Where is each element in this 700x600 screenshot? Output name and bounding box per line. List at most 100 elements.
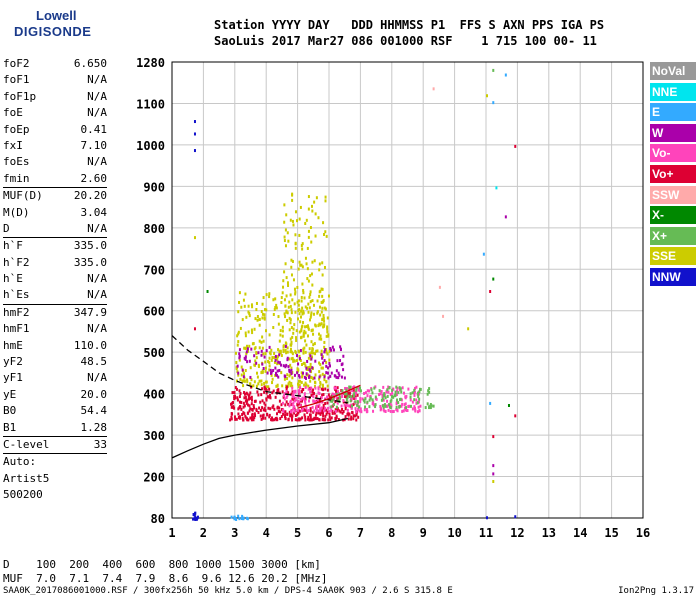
echo-point <box>310 340 313 344</box>
echo-point <box>302 311 305 315</box>
echo-point <box>288 370 291 374</box>
echo-point <box>303 399 306 403</box>
echo-point <box>318 268 321 272</box>
echo-point <box>281 390 284 394</box>
echo-point <box>414 386 417 390</box>
echo-point <box>298 383 301 387</box>
echo-point <box>334 400 337 404</box>
echo-point <box>316 417 319 421</box>
echo-point <box>397 391 400 395</box>
echo-point <box>276 355 279 359</box>
echo-point <box>276 384 279 388</box>
echo-point <box>340 404 343 408</box>
echo-point <box>395 407 398 411</box>
echo-point <box>411 407 414 411</box>
echo-point <box>234 351 237 355</box>
echo-point <box>307 409 310 413</box>
legend-item-e: E <box>650 103 696 122</box>
echo-point <box>304 376 307 380</box>
echo-point <box>315 394 318 398</box>
echo-point <box>275 306 278 310</box>
echo-point <box>299 336 302 340</box>
echo-point <box>389 399 392 403</box>
echo-point <box>319 323 322 327</box>
echo-point <box>280 363 283 367</box>
echo-point <box>310 272 313 276</box>
echo-point <box>273 407 276 411</box>
echo-point <box>255 351 258 355</box>
param-row: h`Es N/A <box>3 287 107 303</box>
echo-point <box>292 407 295 411</box>
echo-point <box>301 375 304 379</box>
echo-point <box>231 401 234 405</box>
echo-point <box>298 354 301 358</box>
echo-point <box>289 337 292 341</box>
echo-point <box>290 265 293 269</box>
echo-point <box>195 517 198 521</box>
echo-point <box>283 203 286 207</box>
echo-point <box>287 365 290 369</box>
echo-point <box>290 402 293 406</box>
echo-point <box>340 363 343 367</box>
echo-point <box>272 326 275 330</box>
echo-point <box>297 385 300 389</box>
echo-point <box>282 395 285 399</box>
echo-point <box>308 306 311 310</box>
echo-point <box>374 405 377 409</box>
echo-point <box>401 409 404 413</box>
echo-point <box>327 418 330 422</box>
echo-point <box>356 393 359 397</box>
echo-point <box>344 405 347 409</box>
echo-point <box>383 392 386 396</box>
echo-point <box>324 387 327 391</box>
echo-point <box>378 393 381 397</box>
echo-point <box>323 340 326 344</box>
echo-point <box>261 335 264 339</box>
echo-point <box>280 403 283 407</box>
echo-point <box>242 379 245 383</box>
echo-point <box>404 402 407 406</box>
echo-point <box>313 384 316 388</box>
echo-point <box>237 514 240 518</box>
echo-point <box>417 405 420 409</box>
echo-point <box>314 373 317 377</box>
echo-point <box>311 405 314 409</box>
echo-point <box>413 393 416 397</box>
echo-point <box>304 364 307 368</box>
echo-point <box>242 418 245 422</box>
echo-point <box>309 354 312 358</box>
echo-point <box>318 262 321 266</box>
echo-point <box>283 220 286 224</box>
echo-point <box>313 376 316 380</box>
echo-point <box>489 290 492 293</box>
echo-point <box>404 408 407 412</box>
echo-point <box>342 399 345 403</box>
echo-point <box>286 376 289 380</box>
echo-point <box>291 376 294 380</box>
echo-point <box>348 412 351 416</box>
x-tick-label: 16 <box>636 526 650 540</box>
echo-point <box>331 404 334 408</box>
echo-point <box>335 389 338 393</box>
echo-point <box>350 395 353 399</box>
echo-point <box>230 402 233 406</box>
echo-point <box>250 416 253 420</box>
param-label: h`E <box>3 272 23 286</box>
echo-point <box>283 392 286 396</box>
echo-point <box>291 259 294 263</box>
echo-point <box>300 380 303 384</box>
echo-point <box>262 352 265 356</box>
echo-point <box>194 511 197 515</box>
echo-point <box>296 411 299 415</box>
echo-point <box>279 417 282 421</box>
echo-point <box>294 389 297 393</box>
echo-point <box>384 409 387 413</box>
echo-point <box>244 292 247 296</box>
echo-point <box>316 400 319 404</box>
echo-point <box>259 414 262 418</box>
echo-point <box>352 388 355 392</box>
echo-point <box>276 357 279 361</box>
param-row: foF1 N/A <box>3 72 107 88</box>
echo-point <box>291 192 294 196</box>
echo-point <box>322 221 325 225</box>
